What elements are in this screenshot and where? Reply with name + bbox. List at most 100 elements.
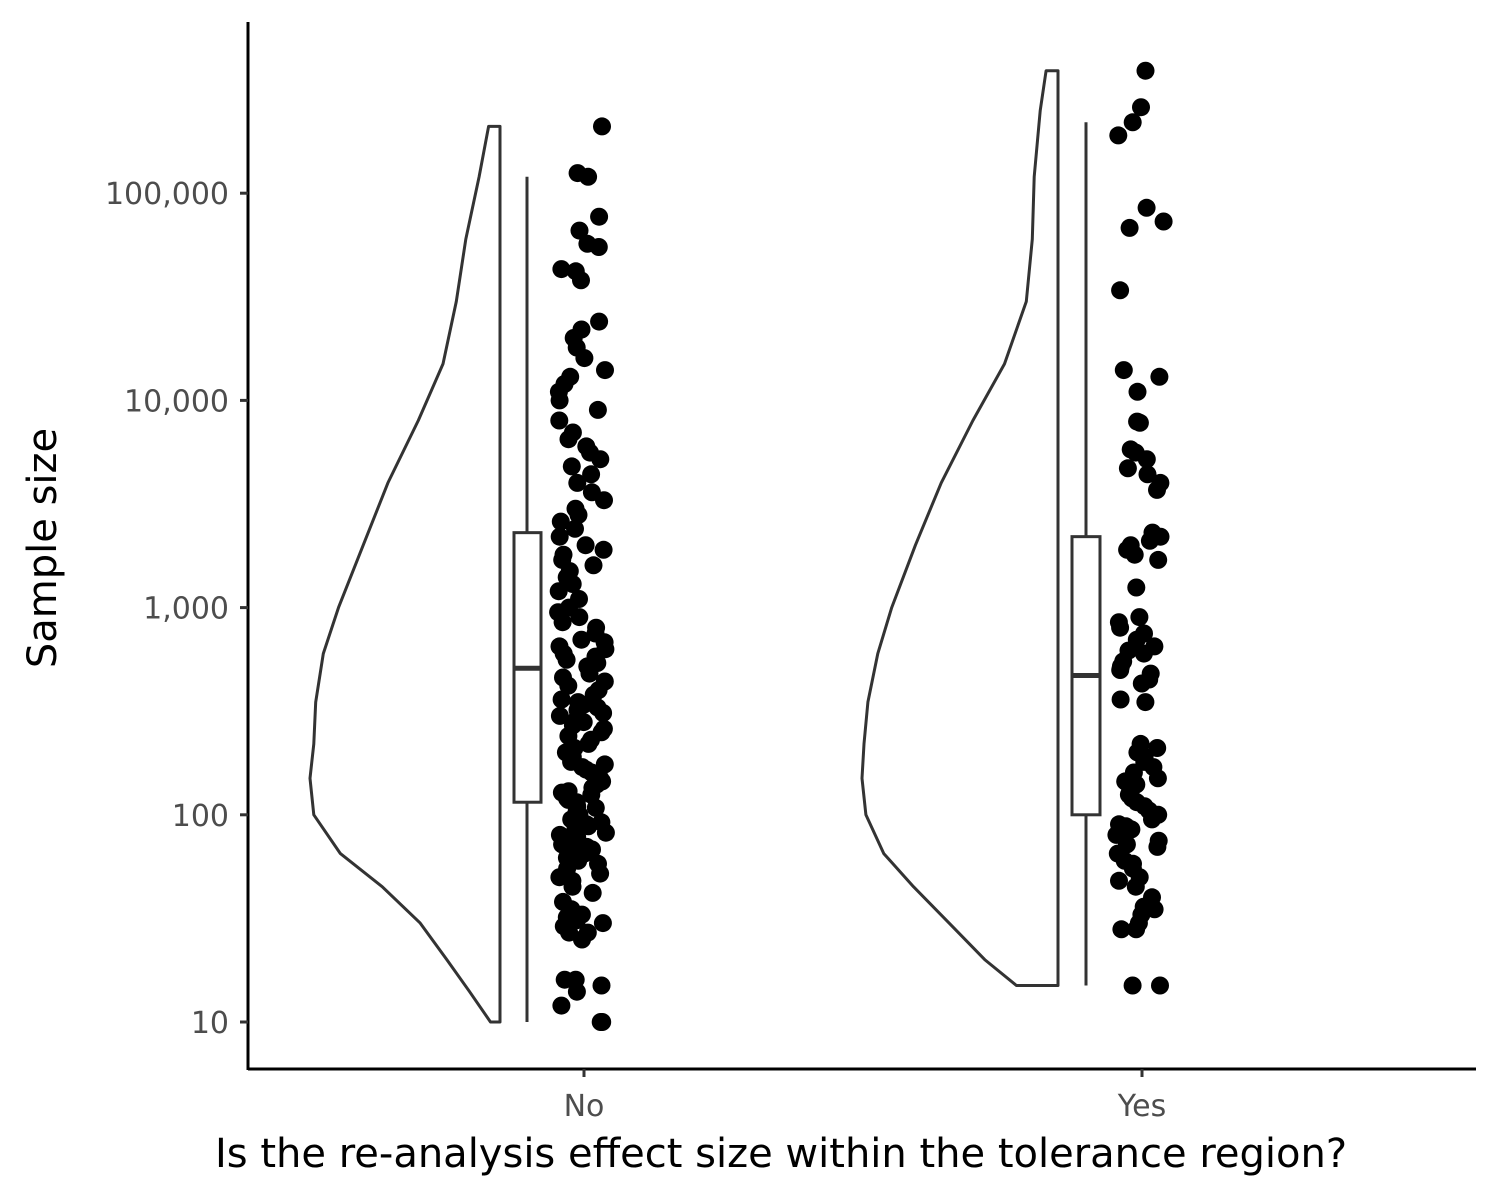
data-point-no [590, 312, 609, 331]
data-point-yes [1132, 98, 1150, 117]
data-point-yes [1110, 871, 1128, 890]
data-point-no [554, 892, 572, 911]
data-point-no [593, 1013, 612, 1031]
violin-yes [860, 69, 1060, 987]
y-ticks: 10 100 1,000 10,000 100,000 [105, 177, 248, 1041]
data-point-no [554, 545, 573, 564]
data-point-no [552, 690, 571, 709]
x-ticks: No Yes [564, 1069, 1166, 1124]
data-point-yes [1149, 831, 1168, 850]
data-point-yes [1111, 281, 1130, 300]
data-point-no [589, 854, 607, 873]
data-point-no [568, 473, 587, 492]
data-point-yes [1143, 523, 1162, 542]
data-point-no [550, 527, 569, 546]
data-point-yes [1154, 212, 1173, 231]
data-point-no [577, 437, 596, 456]
data-point-yes [1135, 624, 1153, 643]
data-point-no [587, 618, 606, 637]
data-point-yes [1136, 61, 1155, 80]
data-point-no [551, 512, 570, 531]
data-point-no [576, 536, 595, 555]
data-point-no [582, 483, 601, 502]
data-point-no [566, 262, 585, 281]
data-point-yes [1121, 536, 1140, 555]
data-point-no [552, 260, 571, 279]
data-point-no [559, 782, 578, 801]
data-point-no [583, 883, 602, 902]
x-tick-label: No [564, 1089, 605, 1124]
data-point-yes [1110, 815, 1128, 834]
data-point-no [594, 719, 613, 738]
data-point-yes [1148, 739, 1167, 757]
data-point-yes [1109, 613, 1128, 632]
x-axis-title: Is the re-analysis effect size within th… [215, 1131, 1347, 1177]
data-point-no [578, 923, 597, 942]
data-point-no [561, 367, 580, 386]
data-point-no [563, 423, 582, 442]
violin-no [308, 124, 502, 1024]
data-point-no [562, 457, 581, 476]
data-point-yes [1111, 690, 1130, 709]
data-point-no [596, 361, 614, 380]
data-point-no [568, 164, 587, 183]
data-point-yes [1141, 664, 1160, 683]
data-point-no [594, 540, 613, 559]
data-point-yes [1136, 693, 1155, 712]
data-point-yes [1118, 459, 1137, 478]
data-point-no [550, 411, 569, 430]
data-point-no [584, 556, 603, 575]
data-point-yes [1145, 637, 1164, 656]
data-point-no [582, 465, 601, 484]
data-point-no [578, 234, 597, 253]
data-point-no [550, 637, 569, 656]
violins-layer [308, 69, 1060, 1024]
data-point-yes [1143, 888, 1161, 907]
data-point-yes [1138, 465, 1157, 484]
data-point-no [570, 221, 589, 240]
points-layer [549, 61, 1173, 1031]
data-point-no [550, 825, 569, 844]
data-point-no [566, 499, 585, 518]
data-point-yes [1127, 578, 1146, 597]
data-point-no [588, 400, 607, 419]
y-tick-label: 100,000 [105, 177, 229, 212]
data-point-no [572, 630, 591, 649]
data-point-yes [1109, 126, 1128, 145]
y-tick-label: 10,000 [124, 384, 229, 419]
data-point-no [572, 320, 591, 339]
data-point-no [550, 706, 569, 725]
data-point-yes [1137, 198, 1156, 217]
x-tick-label: Yes [1117, 1089, 1166, 1124]
data-point-yes [1123, 113, 1142, 132]
data-point-no [595, 672, 614, 691]
data-point-yes [1131, 734, 1150, 753]
data-point-yes [1128, 412, 1147, 431]
data-point-no [590, 207, 609, 226]
data-point-no [552, 996, 571, 1015]
data-point-no [569, 693, 588, 712]
axes-layer: 10 100 1,000 10,000 100,000 No Yes [105, 22, 1476, 1124]
boxplots-layer [512, 122, 1102, 1022]
data-point-yes [1149, 550, 1168, 569]
data-point-no [592, 813, 611, 832]
data-point-yes [1121, 440, 1140, 459]
data-point-no [566, 519, 584, 538]
data-point-no [570, 590, 588, 608]
data-point-yes [1120, 218, 1139, 237]
data-point-yes [1112, 920, 1131, 939]
data-point-yes [1128, 382, 1147, 401]
data-point-yes [1151, 473, 1170, 492]
data-point-no [549, 582, 568, 601]
y-axis-title: Sample size [20, 428, 66, 668]
data-point-no [566, 970, 585, 989]
data-point-yes [1123, 976, 1142, 995]
data-point-no [554, 668, 572, 687]
data-point-no [592, 976, 611, 995]
data-point-no [595, 755, 614, 774]
data-point-no [593, 117, 611, 136]
y-tick-label: 1,000 [143, 592, 229, 627]
data-point-no [593, 914, 612, 933]
y-tick-label: 10 [191, 1006, 229, 1041]
